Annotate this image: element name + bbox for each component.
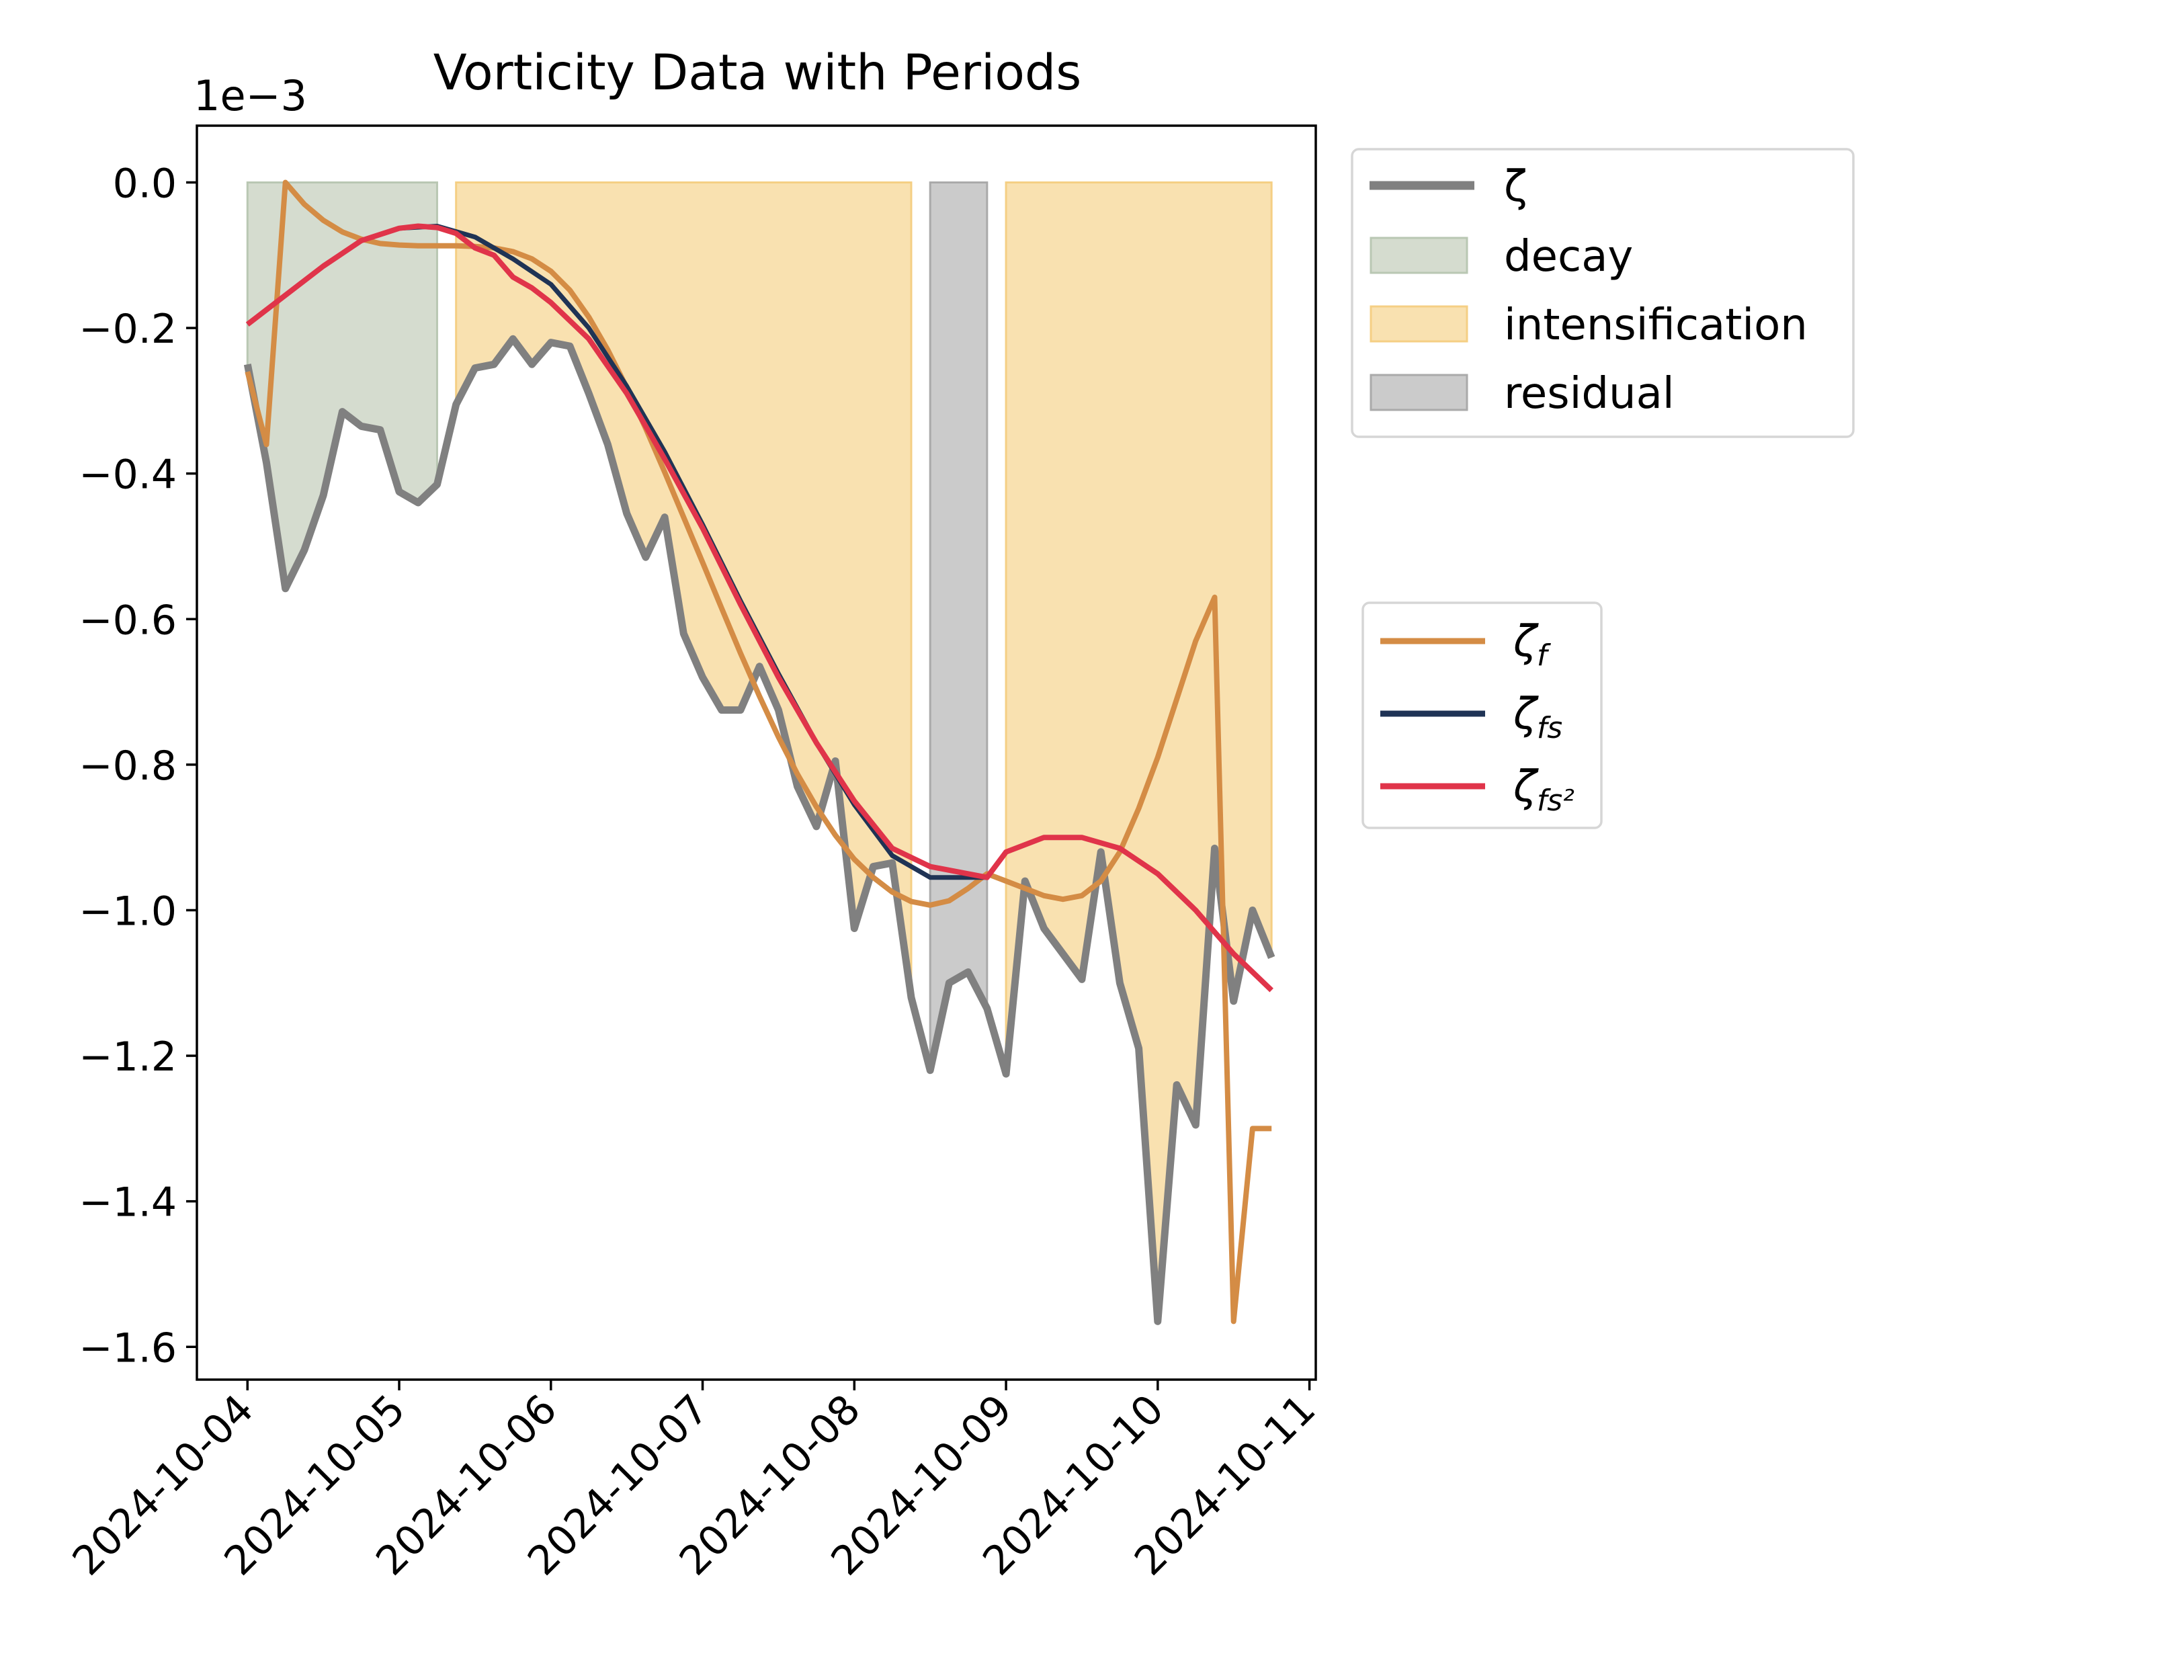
legend-label-0: ζ xyxy=(1504,162,1527,212)
legend-swatch-decay xyxy=(1370,237,1468,274)
legend-label-1: decay xyxy=(1504,232,1633,282)
y-tick-label: −1.6 xyxy=(79,1325,177,1372)
legend-swatch-residual xyxy=(1370,374,1468,411)
period-span-residual-2 xyxy=(929,181,989,1071)
plot-frame xyxy=(196,124,1317,1381)
legend-periods-frame xyxy=(1351,148,1855,438)
y-tick-label: −0.4 xyxy=(79,452,177,499)
series-line-0 xyxy=(243,335,1275,1325)
y-axis: 0.0 −0.2 −0.4 −0.6 −0.8 −1.0 −1.2 −1.4 −1.6 xyxy=(79,160,197,1372)
legend-periods: ζ decay intensification residual xyxy=(1351,148,1855,438)
y-tick-label: −1.4 xyxy=(79,1179,177,1226)
y-tick-label: 0.0 xyxy=(113,160,177,207)
y-tick-label: −1.2 xyxy=(79,1034,177,1081)
y-offset-label: 1e−3 xyxy=(194,71,307,120)
y-tick-label: −0.2 xyxy=(79,306,177,353)
series-lines xyxy=(243,179,1275,1325)
legend-label-2: intensification xyxy=(1504,300,1808,350)
series-line-1 xyxy=(245,179,1272,1325)
y-tick-label: −1.0 xyxy=(79,888,177,935)
y-tick-label: −0.6 xyxy=(79,597,177,644)
legend-label-3: residual xyxy=(1504,369,1675,419)
legend-label-fit-1: ζfs xyxy=(1513,689,1562,745)
legend-swatch-intensification xyxy=(1370,305,1468,343)
legend-label-fit-2: ζfs² xyxy=(1513,762,1574,818)
y-tick-label: −0.8 xyxy=(79,743,177,790)
chart-title: Vorticity Data with Periods xyxy=(433,44,1082,101)
series-line-3 xyxy=(245,223,1273,993)
